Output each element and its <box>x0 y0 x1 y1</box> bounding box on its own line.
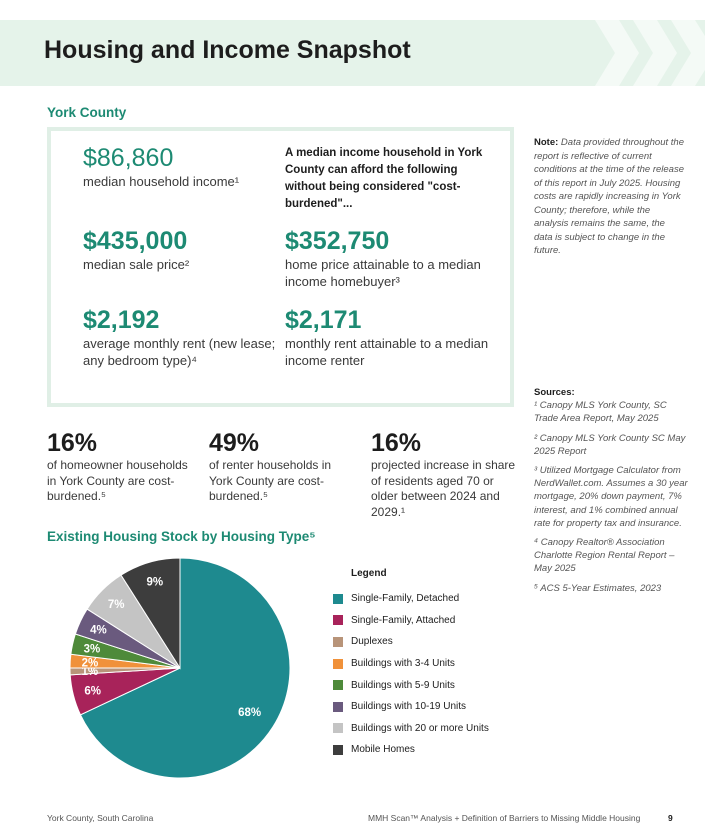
legend-item: Mobile Homes <box>333 739 489 761</box>
pie-slice-label: 68% <box>238 707 261 719</box>
metric-value: $435,000 <box>83 227 188 255</box>
sources-title: Sources: <box>534 387 575 398</box>
footer-left: York County, South Carolina <box>47 813 154 823</box>
legend-label: Single-Family, Attached <box>351 614 456 626</box>
legend-swatch <box>333 593 343 604</box>
legend-item: Single-Family, Attached <box>333 610 489 632</box>
legend-item: Duplexes <box>333 631 489 653</box>
income-stat-box <box>47 127 514 407</box>
stat-text: of homeowner households in York County a… <box>47 458 188 503</box>
legend-swatch <box>333 680 343 691</box>
footer-title: MMH Scan™ Analysis + Definition of Barri… <box>368 813 641 823</box>
stat-value: 16% <box>371 429 422 457</box>
note-label: Note: <box>534 137 559 148</box>
source-item: ¹ Canopy MLS York County, SC Trade Area … <box>534 400 667 425</box>
page-number: 9 <box>668 813 673 823</box>
legend-swatch <box>333 723 343 734</box>
source-item: ² Canopy MLS York County SC May 2025 Rep… <box>534 432 686 457</box>
metric-value: $352,750 <box>285 227 390 255</box>
side-note: Note: Data provided throughout the repor… <box>534 136 684 258</box>
legend-label: Single-Family, Detached <box>351 593 460 605</box>
metric-label: median household income¹ <box>83 174 240 189</box>
metric-label: home price attainable to a median income… <box>285 257 481 289</box>
stat-homeowner-cost-burdened: 16% of homeowner households in York Coun… <box>47 428 197 505</box>
legend-label: Buildings with 10-19 Units <box>351 701 467 713</box>
stat-value: 16% <box>47 429 98 457</box>
chart-legend: Legend Single-Family, Detached Single-Fam… <box>333 568 489 761</box>
legend-swatch <box>333 615 343 626</box>
stat-text: projected increase in share of residents… <box>371 458 516 519</box>
legend-title: Legend <box>351 568 387 579</box>
stat-renter-cost-burdened: 49% of renter households in York County … <box>209 428 339 505</box>
source-item: ³ Utilized Mortgage Calculator from Nerd… <box>534 465 688 529</box>
legend-item: Buildings with 10-19 Units <box>333 696 489 718</box>
note-text: Data provided throughout the report is r… <box>534 137 684 256</box>
header-banner <box>0 20 705 86</box>
metric-value: $2,192 <box>83 306 160 334</box>
stat-aged-70-increase: 16% projected increase in share of resid… <box>371 428 516 520</box>
county-title: York County <box>47 105 127 120</box>
metric-income: $86,860 median household income¹ <box>83 143 273 190</box>
legend-item: Single-Family, Detached <box>333 588 489 610</box>
legend-label: Buildings with 20 or more Units <box>351 722 489 734</box>
legend-label: Mobile Homes <box>351 744 415 756</box>
legend-swatch <box>333 744 343 755</box>
legend-label: Duplexes <box>351 636 393 648</box>
pie-slice-label: 1% <box>82 666 99 678</box>
metric-value: $2,171 <box>285 306 362 334</box>
pie-slice-label: 9% <box>147 576 164 588</box>
chart-title: Existing Housing Stock by Housing Type⁵ <box>47 529 316 544</box>
stat-text: of renter households in York County are … <box>209 458 332 503</box>
metric-rent: $2,192 average monthly rent (new lease; … <box>83 305 283 369</box>
source-item: ⁴ Canopy Realtor® Association Charlotte … <box>534 537 675 575</box>
legend-swatch <box>333 658 343 669</box>
metric-rent-attainable: $2,171 monthly rent attainable to a medi… <box>285 305 500 369</box>
housing-type-pie-chart: 68% 6% 1%2% 3% 4% 7% 9% <box>69 557 291 779</box>
sources: Sources: ¹ Canopy MLS York County, SC Tr… <box>534 386 689 601</box>
pie-slice <box>79 557 291 779</box>
pie-slice <box>120 557 181 670</box>
legend-label: Buildings with 5-9 Units <box>351 679 455 691</box>
metric-label: average monthly rent (new lease; any bed… <box>83 336 276 368</box>
metric-sale-price: $435,000 median sale price² <box>83 226 273 273</box>
pie-slice-label: 2% <box>82 657 99 669</box>
page-title: Housing and Income Snapshot <box>44 36 411 64</box>
metric-home-attainable: $352,750 home price attainable to a medi… <box>285 226 500 290</box>
stat-value: 49% <box>209 429 260 457</box>
legend-swatch <box>333 636 343 647</box>
metric-label: monthly rent attainable to a median inco… <box>285 336 489 368</box>
legend-swatch <box>333 701 343 712</box>
source-item: ⁵ ACS 5-Year Estimates, 2023 <box>534 582 662 594</box>
pie-slice-label: 3% <box>84 643 101 655</box>
legend-item: Buildings with 5-9 Units <box>333 674 489 696</box>
legend-label: Buildings with 3-4 Units <box>351 658 455 670</box>
pie-slice-label: 4% <box>90 625 107 637</box>
afford-heading: A median income household in York County… <box>285 147 483 210</box>
chevron-arrows-icon <box>595 20 705 86</box>
metric-label: median sale price² <box>83 257 190 272</box>
metric-value: $86,860 <box>83 144 174 172</box>
legend-item: Buildings with 20 or more Units <box>333 718 489 740</box>
pie-slice-label: 7% <box>108 599 125 611</box>
pie-slice-label: 6% <box>84 685 101 697</box>
legend-item: Buildings with 3-4 Units <box>333 653 489 675</box>
